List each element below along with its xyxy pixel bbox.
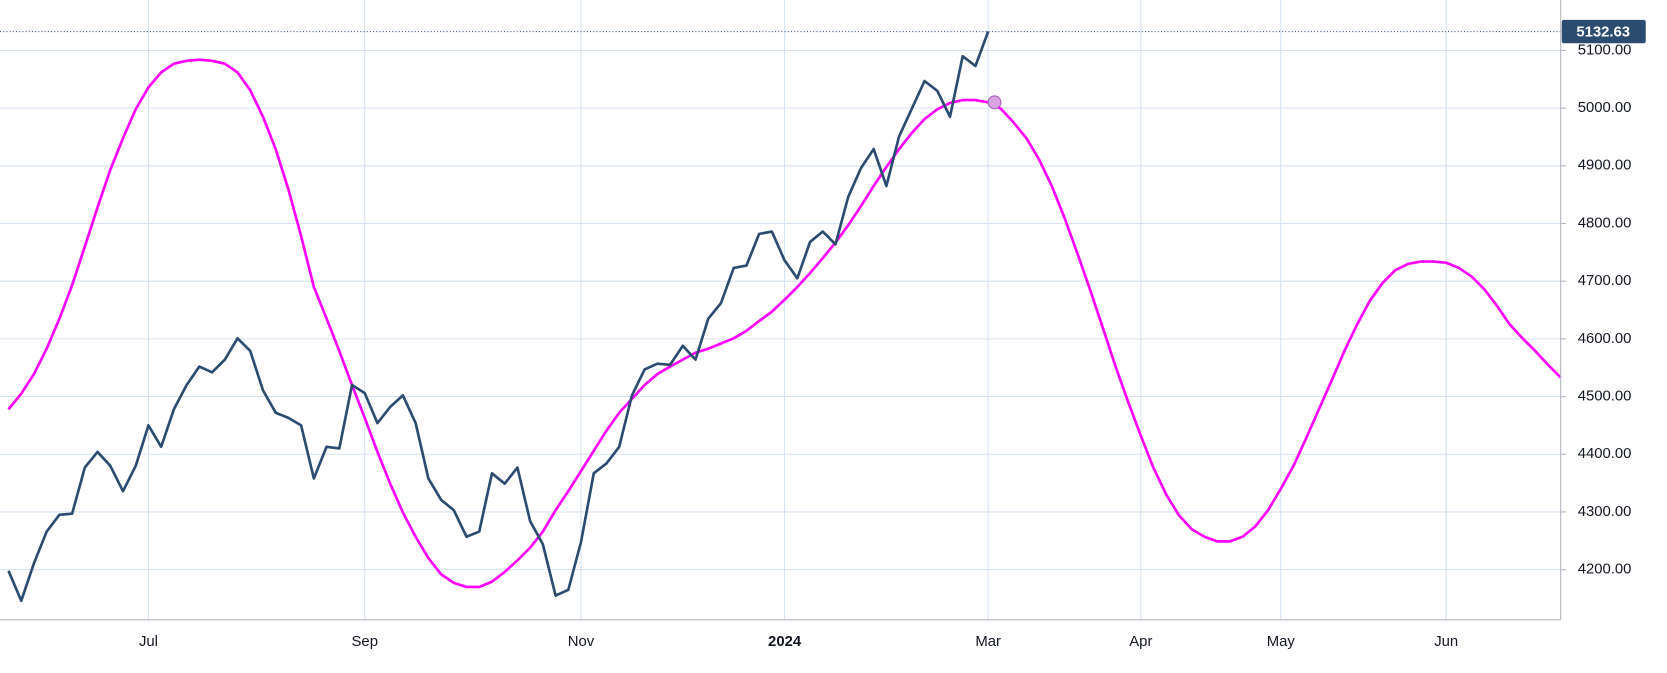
series-line — [7, 58, 1562, 589]
last-price-box — [1561, 19, 1646, 44]
y-tick-label: 5100.00 — [1578, 42, 1632, 58]
grid — [0, 0, 1561, 620]
y-tick-label: 5000.00 — [1578, 100, 1632, 116]
x-tick-label: Nov — [568, 634, 595, 650]
y-tick-label: 4800.00 — [1578, 215, 1632, 231]
axis-labels: 4200.00 4300.00 4400.00 4500.00 4600.00 4700.… — [139, 19, 1646, 650]
x-tick-label: Mar — [975, 634, 1001, 650]
y-tick-label: 4600.00 — [1578, 331, 1632, 347]
x-tick-label: Jul — [139, 634, 158, 650]
y-tick-label: 4300.00 — [1578, 504, 1632, 520]
y-tick-label: 4200.00 — [1578, 562, 1632, 578]
y-tick-label: 4900.00 — [1578, 158, 1632, 174]
x-tick-label: May — [1267, 634, 1296, 650]
series-line — [7, 31, 990, 603]
x-tick-label: 2024 — [768, 634, 802, 650]
last-price-label: 5132.63 — [1576, 25, 1630, 41]
y-tick-label: 4400.00 — [1578, 446, 1632, 462]
x-tick-label: Sep — [352, 634, 378, 650]
x-tick-label: Apr — [1129, 634, 1152, 650]
y-tick-label: 4700.00 — [1578, 273, 1632, 289]
x-tick-label: Jun — [1434, 634, 1458, 650]
y-tick-label: 4500.00 — [1578, 389, 1632, 405]
plot-lines — [0, 31, 1562, 603]
cycle-marker — [987, 95, 1002, 110]
